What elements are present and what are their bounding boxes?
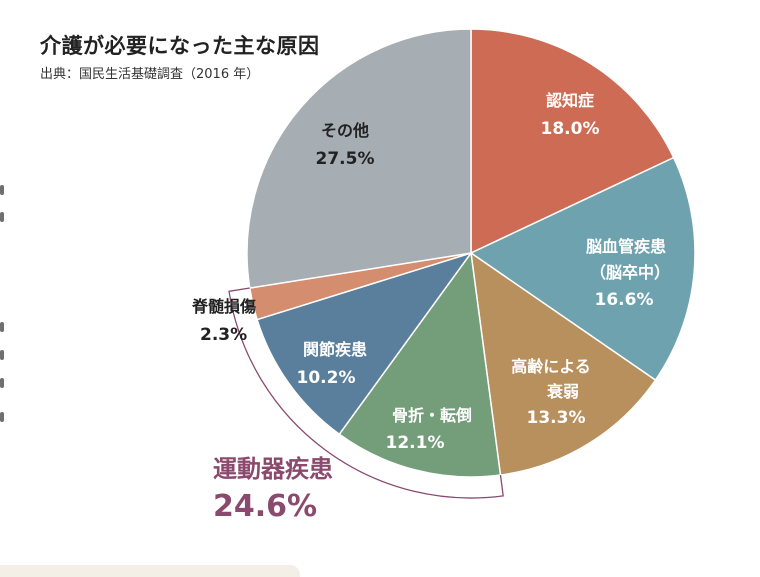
slice-value: 18.0% [541, 119, 600, 139]
slice-frailty [470, 251, 657, 476]
slice-value: 27.5% [316, 149, 375, 169]
edge-mark [0, 412, 4, 422]
slice-label: 認知症 [546, 91, 594, 110]
edge-mark [0, 350, 4, 360]
slice-label: 骨折・転倒 [392, 406, 472, 425]
chart-source: 出典：国民生活基礎調査（2016 年） [40, 67, 260, 82]
slice-stroke [469, 156, 696, 382]
group-value: 24.6% [213, 489, 317, 524]
slice-dementia [470, 28, 675, 255]
edge-mark [0, 322, 4, 332]
bottom-panel [0, 565, 300, 577]
slice-label: 脳血管疾患 [586, 237, 666, 256]
slice-value: 16.6% [595, 290, 654, 310]
group-label: 運動器疾患 [213, 455, 333, 483]
slice-label: 高齢による [511, 357, 591, 376]
slice-label: 脊髄損傷 [191, 297, 256, 316]
slice-other [246, 28, 472, 289]
slice-label: 関節疾患 [303, 340, 367, 359]
slice-label: その他 [321, 121, 369, 140]
slice-sublabel: 衰弱 [546, 382, 579, 401]
edge-mark [0, 378, 4, 388]
slice-value: 2.3% [200, 325, 247, 345]
slice-fracture [338, 251, 502, 478]
edge-mark [0, 212, 4, 222]
slice-value: 12.1% [386, 433, 445, 453]
group-bracket [228, 287, 504, 499]
slice-value: 13.3% [527, 408, 586, 428]
edge-mark [0, 185, 4, 195]
chart-title: 介護が必要になった主な原因 [40, 34, 320, 58]
slice-sublabel: （脳卒中） [590, 263, 670, 282]
pie-slices [246, 28, 696, 478]
slice-value: 10.2% [297, 368, 356, 388]
slice-joint [256, 251, 473, 436]
